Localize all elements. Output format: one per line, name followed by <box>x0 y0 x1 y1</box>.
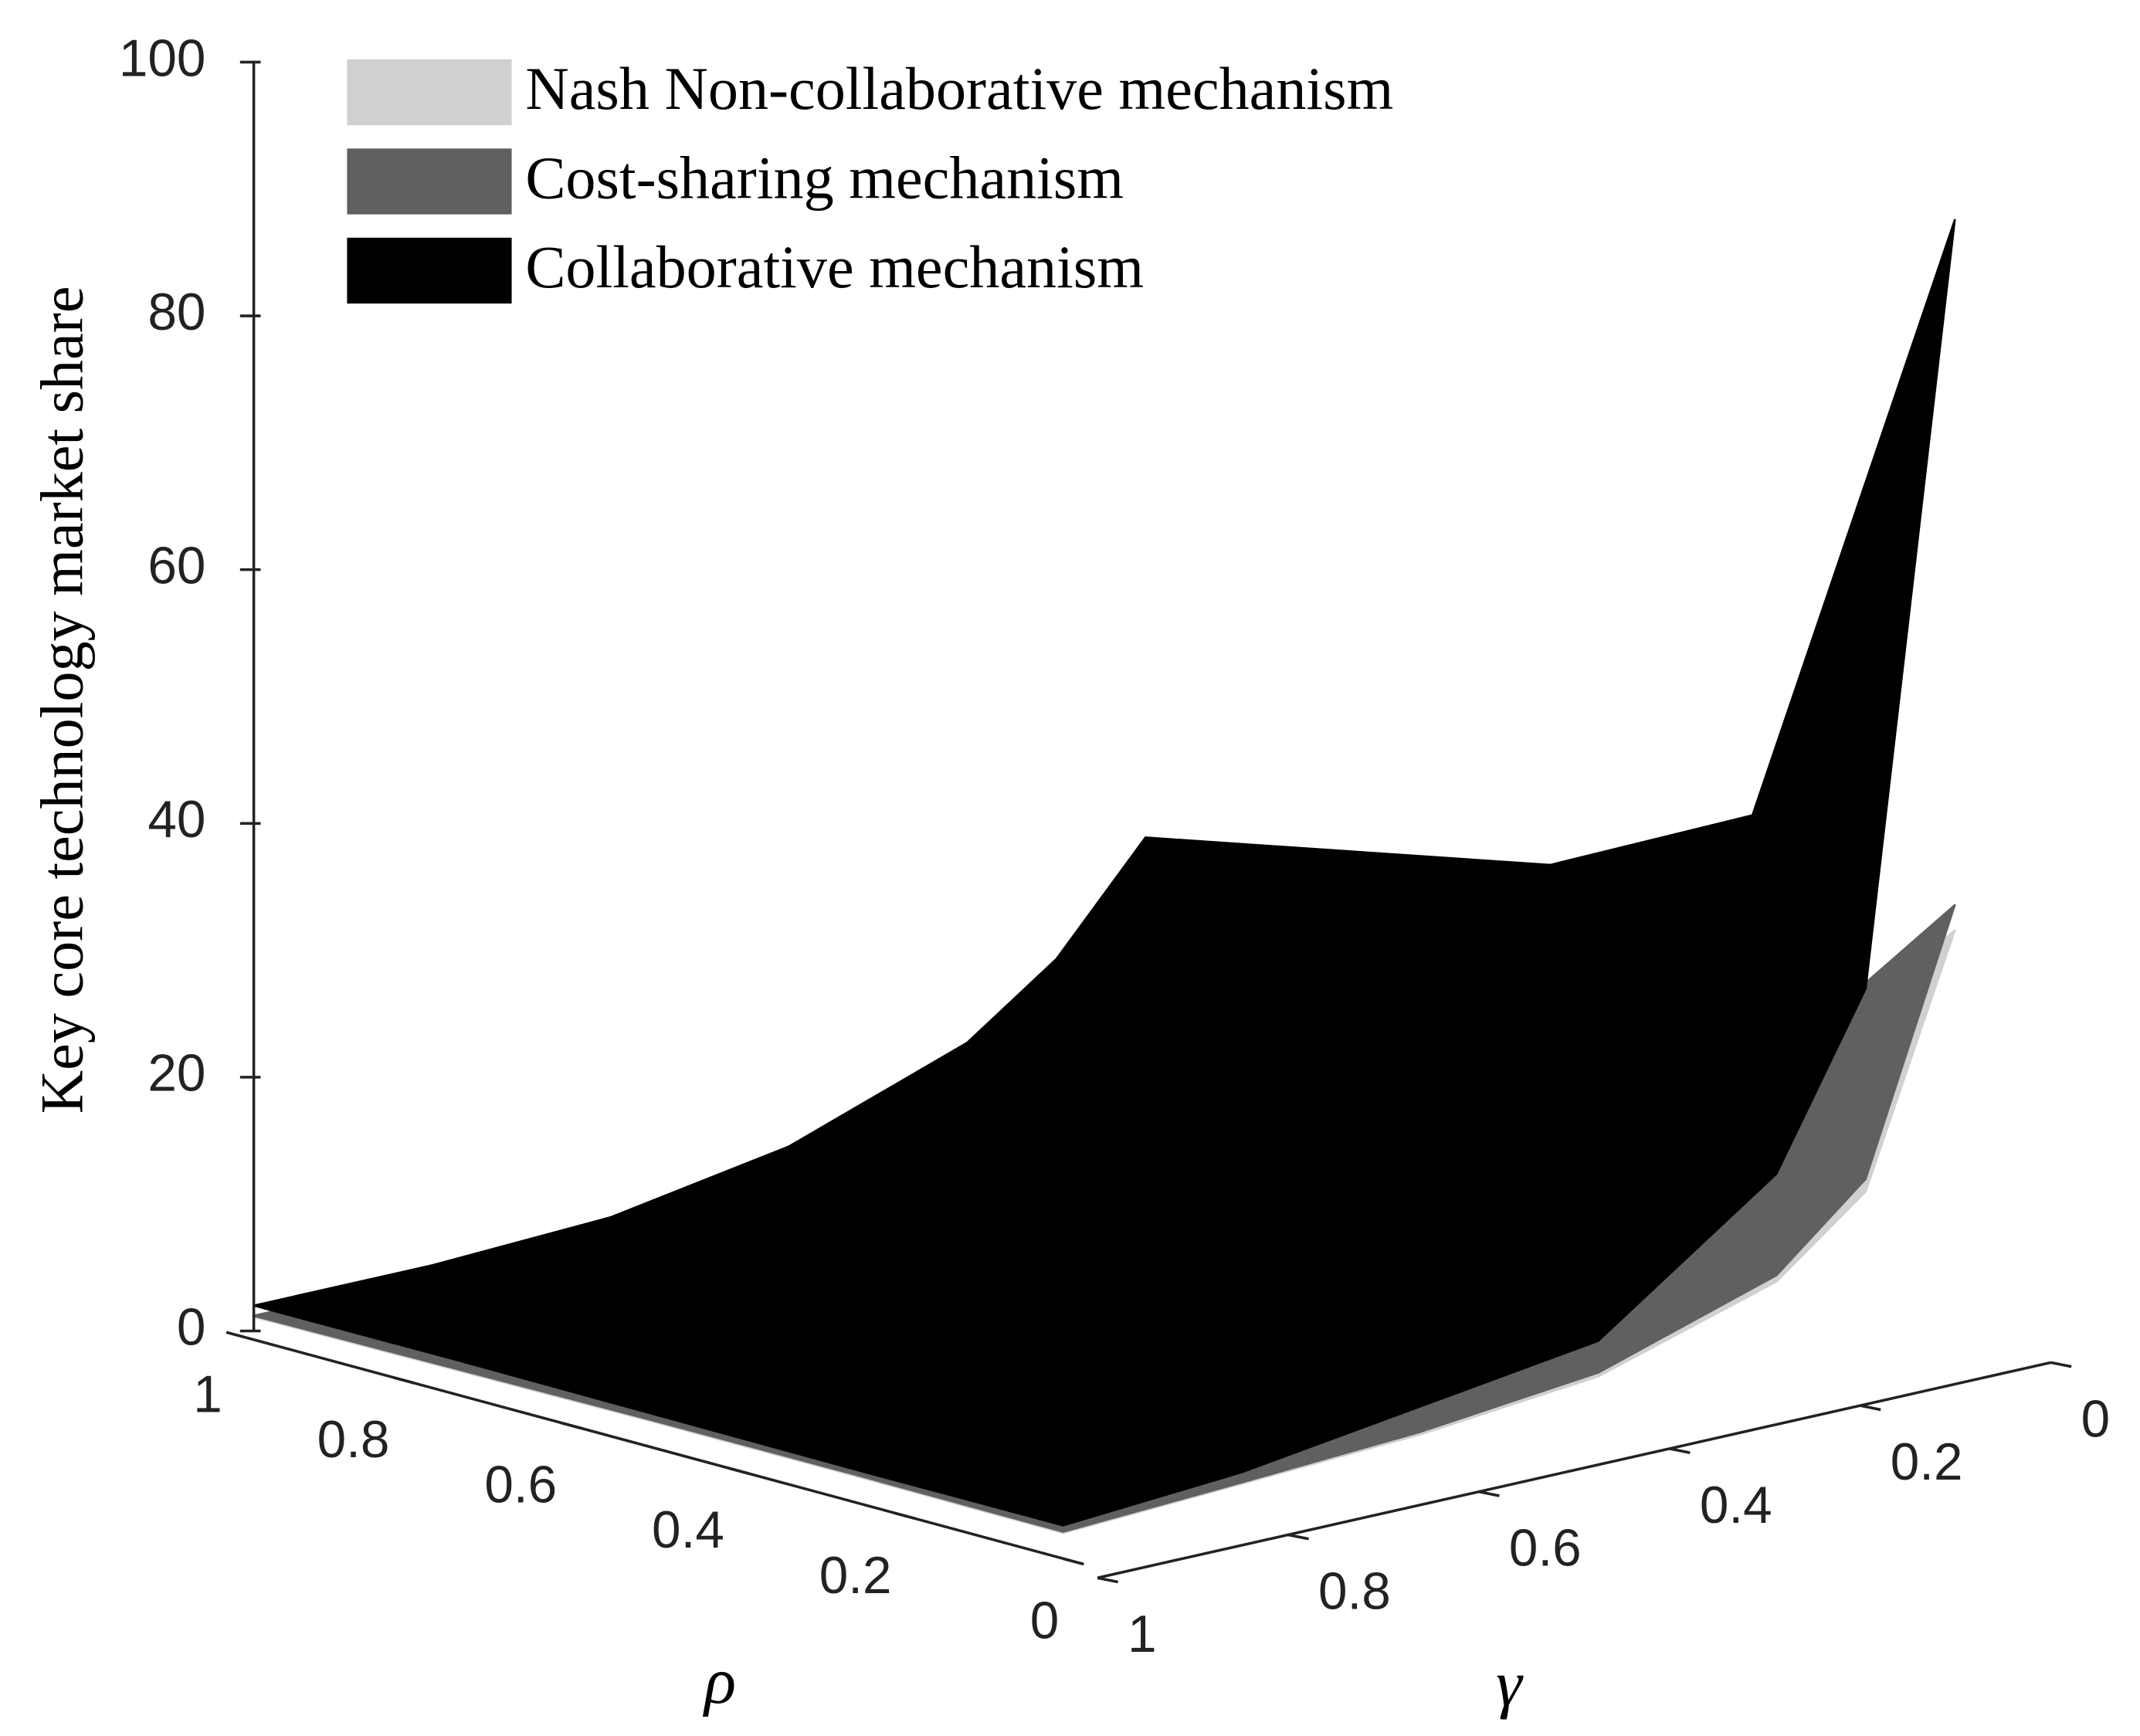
z-tick-label: 100 <box>119 29 206 87</box>
y-tick-label: 1 <box>1128 1605 1157 1663</box>
y-tick <box>2050 1361 2072 1368</box>
y-axis-label: γ <box>1496 1647 1524 1720</box>
z-tick-label: 60 <box>148 537 205 595</box>
y-tick <box>1287 1533 1309 1541</box>
x-tick-label: 0.4 <box>652 1501 724 1559</box>
legend-swatch <box>347 237 512 304</box>
legend-swatch <box>347 148 512 215</box>
axes: 0 20 40 60 80 100 0 0.2 0.4 0.6 0.8 1 0 0.2 0.4 0.6 0.8 1 <box>119 29 2110 1663</box>
legend-label: Collaborative mechanism <box>525 233 1144 300</box>
x-tick <box>1063 1557 1084 1566</box>
y-tick-label: 0 <box>2081 1390 2111 1448</box>
y-axis <box>1097 1361 2051 1579</box>
y-tick <box>1478 1490 1500 1497</box>
x-tick-label: 0.2 <box>819 1547 892 1605</box>
x-axis <box>246 1336 1084 1566</box>
x-tick-label: 1 <box>193 1365 222 1423</box>
legend: Nash Non-collaborative mechanism Cost-sha… <box>347 55 1393 304</box>
y-tick-label: 0.4 <box>1700 1477 1772 1534</box>
x-tick <box>895 1512 917 1521</box>
y-tick <box>1669 1447 1691 1454</box>
z-tick-label: 20 <box>148 1045 205 1103</box>
x-tick <box>561 1421 582 1430</box>
z-tick-label: 0 <box>177 1298 206 1356</box>
z-tick-label: 80 <box>148 283 205 341</box>
y-tick-label: 0.6 <box>1509 1520 1582 1578</box>
z-axis-label: Key core technology market share <box>29 286 96 1114</box>
x-tick-label: 0.8 <box>317 1411 390 1469</box>
legend-label: Cost-sharing mechanism <box>525 144 1124 211</box>
legend-label: Nash Non-collaborative mechanism <box>525 55 1393 122</box>
y-tick-label: 0.8 <box>1318 1562 1391 1620</box>
x-tick <box>226 1331 248 1340</box>
x-axis-label: ρ <box>702 1645 736 1717</box>
surfaces <box>253 219 1956 1534</box>
x-tick-label: 0 <box>1030 1592 1060 1650</box>
y-tick <box>1097 1576 1119 1584</box>
legend-swatch <box>347 59 512 126</box>
y-tick-label: 0.2 <box>1891 1433 1963 1491</box>
z-tick-label: 40 <box>148 791 205 849</box>
y-tick <box>1860 1404 1881 1412</box>
x-tick <box>393 1376 415 1385</box>
x-tick <box>727 1466 750 1475</box>
x-tick-label: 0.6 <box>484 1456 557 1514</box>
